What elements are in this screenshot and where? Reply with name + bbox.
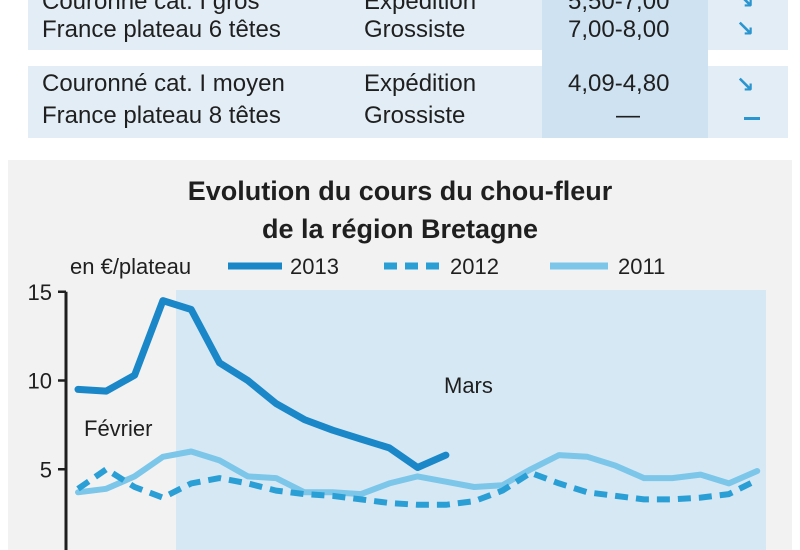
march-shaded-area xyxy=(176,290,766,550)
table-stage-cell: Expédition xyxy=(364,70,477,97)
series-line-2012 xyxy=(76,466,759,508)
trend-down-icon: ↘ xyxy=(736,0,755,13)
trend-down-icon: ↘ xyxy=(736,16,755,41)
table-stage-cell: Grossiste xyxy=(364,16,466,43)
period-label-mars: Mars xyxy=(444,373,493,398)
y-axis: 0 5 10 15 xyxy=(28,280,68,550)
chart-legend: en €/plateau 2013 2012 2011 xyxy=(70,254,665,279)
table-price-cell: — xyxy=(616,102,640,129)
table-price-cell: 5,50-7,00 xyxy=(568,0,670,15)
y-tick-label: 0 xyxy=(40,546,52,550)
chart-title-line-2: de la région Bretagne xyxy=(261,214,539,244)
price-column xyxy=(542,0,708,138)
table-product-cell: Couronné cat. I moyen xyxy=(42,70,285,97)
table-product-cell: France plateau 8 têtes xyxy=(42,102,281,129)
table-price-cell: 7,00-8,00 xyxy=(568,16,670,43)
series-line-2011 xyxy=(75,448,761,498)
legend-label-2011: 2011 xyxy=(618,254,665,279)
period-label-fevrier: Février xyxy=(84,416,152,441)
table-stage-cell: Grossiste xyxy=(364,102,466,129)
y-axis-label: en €/plateau xyxy=(70,254,191,279)
trend-down-icon: ↘ xyxy=(736,72,755,97)
trend-stable-icon xyxy=(744,117,760,120)
chart-title-line-1: Evolution du cours du chou-fleur xyxy=(187,176,613,206)
y-tick-label: 5 xyxy=(40,457,52,482)
table-price-cell: 4,09-4,80 xyxy=(568,70,670,97)
table-product-cell: France plateau 6 têtes xyxy=(42,16,281,43)
table-stage-cell: Expédition xyxy=(364,0,477,15)
y-tick-label: 15 xyxy=(28,280,52,305)
price-table: Couronné cat. I gros Expédition 5,50-7,0… xyxy=(28,0,788,138)
legend-label-2013: 2013 xyxy=(290,254,339,279)
legend-label-2012: 2012 xyxy=(450,254,499,279)
chart-series xyxy=(74,297,761,508)
table-product-cell: Couronné cat. I gros xyxy=(42,0,260,15)
y-tick-label: 10 xyxy=(28,369,52,394)
series-line-2013 xyxy=(74,297,450,471)
